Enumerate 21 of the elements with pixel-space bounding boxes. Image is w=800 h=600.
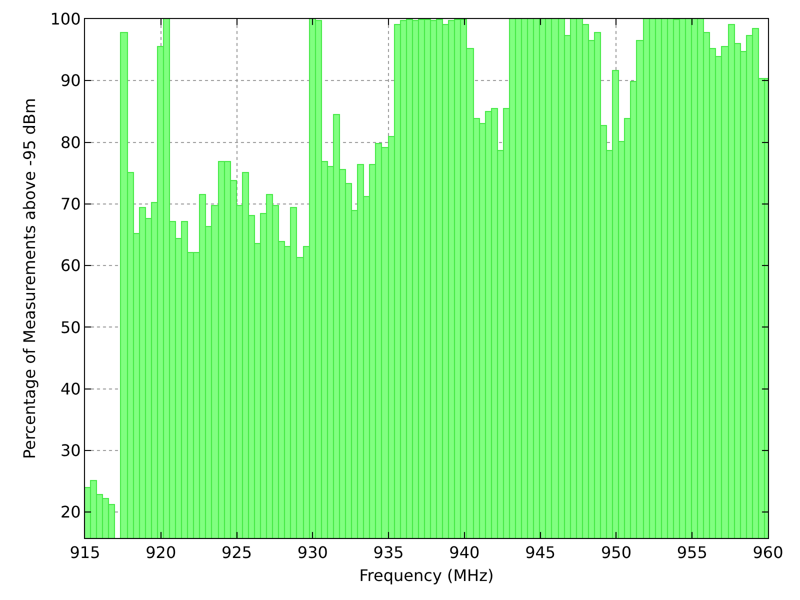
y-tick-label: 100: [50, 10, 81, 29]
y-tick-label: 50: [60, 318, 81, 337]
y-tick-label: 90: [60, 71, 81, 90]
x-tick-label: 920: [146, 543, 176, 562]
x-axis-title: Frequency (MHz): [359, 566, 494, 585]
x-tick-label: 935: [373, 543, 404, 562]
x-tick-label: 940: [449, 543, 480, 562]
x-tick-label: 945: [525, 543, 556, 562]
y-tick-label: 80: [60, 132, 81, 152]
x-tick-label: 950: [600, 543, 632, 562]
x-tick-label: 960: [752, 543, 784, 562]
x-tick-label: 955: [676, 543, 708, 562]
y-axis-title: Percentage of Measurements above -95 dBm: [20, 98, 40, 459]
y-tick-label: 40: [60, 379, 81, 398]
x-tick-label: 930: [297, 543, 328, 562]
y-tick-label: 70: [60, 194, 81, 214]
x-tick-label: 915: [70, 543, 100, 562]
y-tick-label: 20: [60, 502, 81, 522]
y-tick-label: 60: [60, 256, 81, 276]
y-tick-label: 30: [60, 441, 81, 460]
x-tick-label: 925: [222, 543, 252, 562]
